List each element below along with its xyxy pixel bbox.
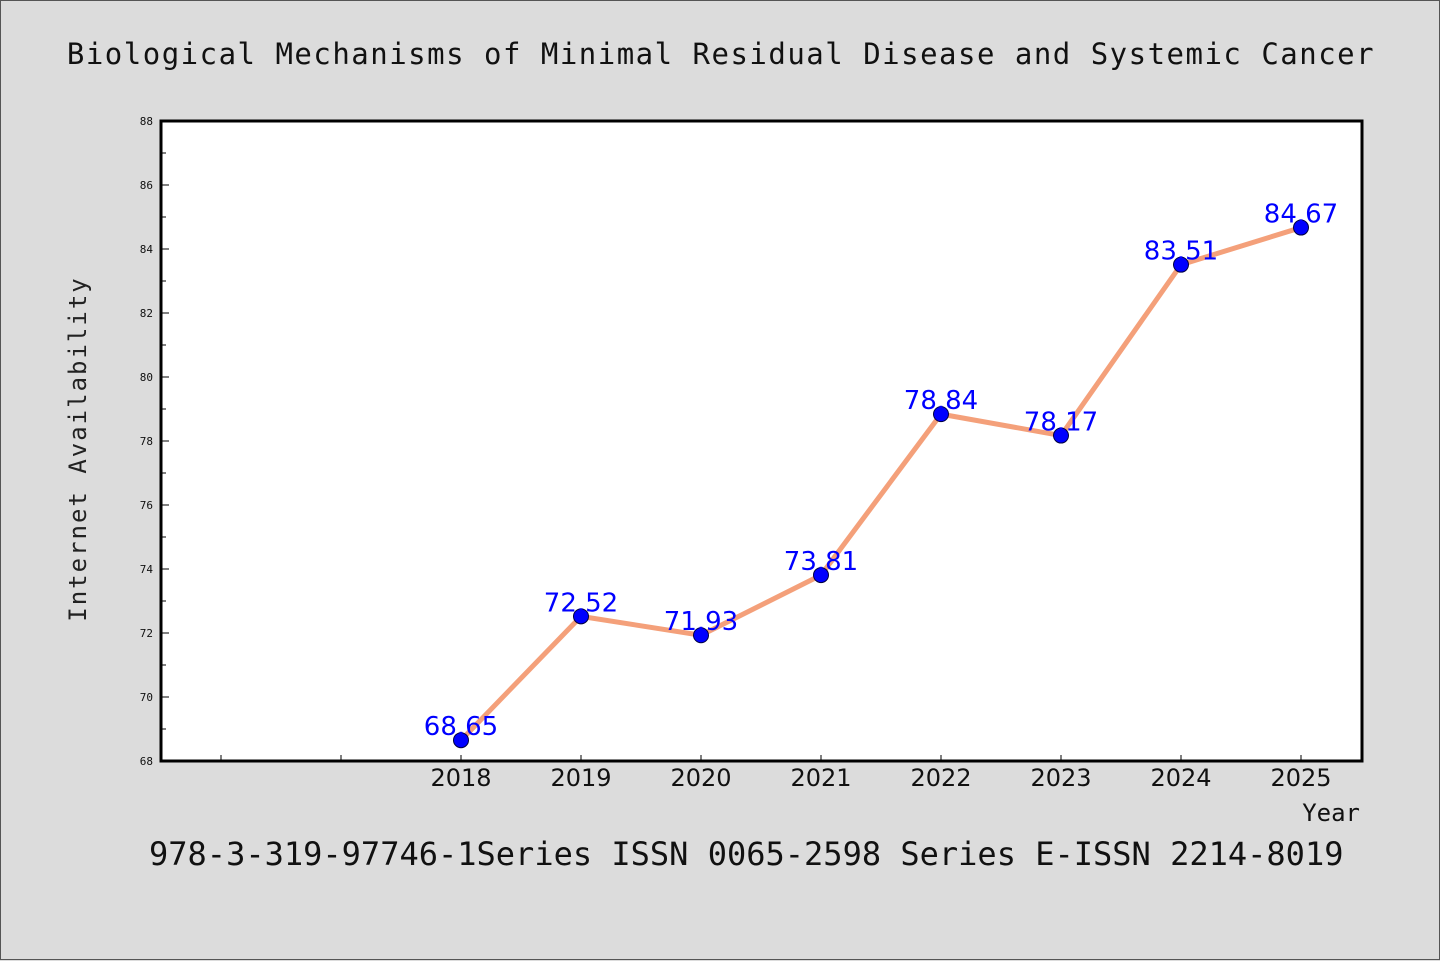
data-point — [1293, 219, 1309, 236]
data-point — [933, 406, 949, 423]
x-axis-ticks: 2018 2019 2020 2021 2022 2023 2024 2025 — [220, 755, 1332, 792]
y-axis-ticks: 68 70 72 74 76 78 80 82 84 86 88 — [140, 115, 169, 768]
data-point — [813, 567, 829, 584]
y-tick-label: 76 — [140, 499, 153, 512]
data-point — [453, 732, 469, 749]
y-tick-label: 74 — [140, 563, 154, 576]
x-tick-label: 2019 — [550, 764, 611, 792]
data-label: 78.84 — [904, 386, 978, 416]
data-label: 72.52 — [544, 588, 618, 618]
y-tick-label: 80 — [140, 371, 153, 384]
y-tick-label: 70 — [140, 691, 153, 704]
y-tick-label: 86 — [140, 179, 153, 192]
footnote: 978-3-319-97746-1Series ISSN 0065-2598 S… — [149, 835, 1343, 873]
x-tick-label: 2021 — [790, 764, 851, 792]
plot-border — [159, 119, 1364, 763]
x-tick-label: 2020 — [670, 764, 731, 792]
data-point — [1173, 256, 1189, 273]
x-tick-label: 2024 — [1150, 764, 1211, 792]
y-tick-label: 84 — [140, 243, 154, 256]
x-tick-label: 2018 — [430, 764, 491, 792]
data-point — [1053, 427, 1069, 444]
data-point — [573, 608, 589, 625]
y-tick-label: 82 — [140, 307, 153, 320]
y-tick-label: 88 — [140, 115, 153, 128]
y-tick-label: 68 — [140, 755, 153, 768]
series-layer: 68.65 72.52 71.93 73.81 78.84 78.17 83.51 84.67 — [424, 200, 1338, 749]
y-axis-label: Internet Availability — [64, 276, 92, 621]
data-label: 68.65 — [424, 712, 498, 742]
x-axis-label: Year — [1302, 799, 1360, 827]
chart-title: Biological Mechanisms of Minimal Residua… — [67, 37, 1375, 71]
y-tick-label: 72 — [140, 627, 153, 640]
plot-area — [161, 121, 1362, 761]
x-tick-label: 2025 — [1270, 764, 1331, 792]
data-label: 71.93 — [664, 607, 738, 637]
data-label: 78.17 — [1024, 408, 1098, 438]
data-point — [693, 627, 709, 644]
data-label: 73.81 — [784, 547, 858, 577]
series-line — [459, 225, 1302, 742]
data-label: 84.67 — [1264, 200, 1338, 230]
x-tick-label: 2022 — [910, 764, 971, 792]
data-label: 83.51 — [1144, 237, 1218, 267]
y-tick-label: 78 — [140, 435, 153, 448]
x-tick-label: 2023 — [1030, 764, 1091, 792]
